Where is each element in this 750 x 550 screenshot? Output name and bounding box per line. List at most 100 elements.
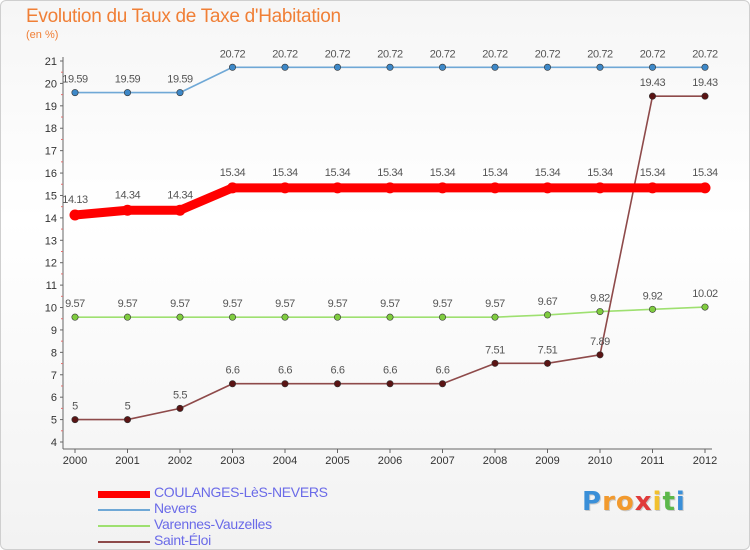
data-point [384,182,396,194]
data-point [596,308,604,316]
logo-letter: o [615,487,635,517]
y-tick-label: 15 [45,190,57,202]
data-point [437,182,448,194]
data-point [648,63,656,71]
legend-swatch [98,509,150,511]
data-point [333,63,341,71]
x-tick-label: 2012 [693,455,717,467]
data-label: 20.72 [640,48,666,60]
data-point [701,303,709,311]
data-label: 14.13 [62,194,88,206]
data-point [332,182,343,194]
data-point [491,359,499,367]
logo-letter: x [634,487,653,517]
logo-letter: r [602,487,616,517]
data-label: 14.34 [167,189,193,201]
x-tick-label: 2000 [63,455,87,467]
data-point [281,380,289,388]
y-tick-label: 19 [45,101,57,113]
y-tick-label: 12 [45,258,57,270]
x-tick-label: 2001 [115,455,139,467]
data-point [438,380,446,388]
data-point [648,305,656,313]
data-point [491,313,499,321]
data-label: 15.34 [692,167,718,179]
legend-label: Nevers [154,500,197,516]
data-point [124,313,132,321]
data-point [71,313,79,321]
data-point [648,92,656,100]
x-tick-label: 2007 [430,455,454,467]
y-tick-label: 11 [46,280,57,292]
data-label: 19.59 [115,74,141,86]
data-label: 15.34 [640,167,666,179]
y-tick-label: 6 [51,392,57,404]
data-label: 5 [72,401,78,413]
logo-letter: P [582,487,603,517]
y-tick-label: 7 [51,370,57,382]
data-label: 20.72 [482,48,508,60]
data-point [229,313,237,321]
data-label: 9.57 [118,298,138,310]
data-label: 19.59 [167,74,193,86]
data-label: 15.34 [587,167,613,179]
data-label: 9.57 [380,298,400,310]
data-label: 15.34 [377,167,403,179]
data-label: 19.43 [692,77,718,89]
data-label: 9.57 [433,298,453,310]
data-label: 9.92 [643,290,663,302]
data-label: 15.34 [325,167,351,179]
legend-label: Varennes-Vauzelles [154,516,272,532]
data-label: 9.57 [170,298,190,310]
data-label: 9.82 [590,293,610,305]
y-tick-label: 21 [45,56,57,68]
data-label: 15.34 [482,167,508,179]
data-label: 9.57 [328,298,348,310]
data-point [122,204,133,216]
y-tick-label: 17 [45,146,57,158]
data-point [124,416,132,424]
data-point [386,63,394,71]
data-label: 20.72 [220,48,246,60]
y-tick-label: 10 [45,303,57,315]
data-point [438,313,446,321]
data-point [491,63,499,71]
data-label: 6.6 [225,365,239,377]
data-point [701,63,709,71]
y-tick-label: 16 [45,168,57,180]
data-point [227,182,238,194]
y-tick-label: 4 [51,437,57,449]
data-point [176,404,184,412]
data-label: 7.89 [590,336,610,348]
data-point [176,89,184,97]
data-point [281,313,289,321]
data-label: 9.67 [538,296,558,308]
x-tick-label: 2005 [325,455,349,467]
data-label: 9.57 [65,298,85,310]
data-label: 20.72 [535,48,561,60]
data-point [543,63,551,71]
x-tick-label: 2009 [535,455,559,467]
data-point [229,380,237,388]
chart-subtitle: (en %) [26,29,59,41]
data-point [229,63,237,71]
data-point [333,313,341,321]
data-point [596,351,604,359]
data-label: 9.57 [485,298,505,310]
data-point [124,89,132,97]
legend-swatch [98,541,150,543]
data-point [699,182,711,194]
data-label: 7.51 [485,344,505,356]
data-label: 15.34 [220,167,246,179]
data-point [71,416,79,424]
y-tick-label: 5 [51,415,57,427]
data-point [386,380,394,388]
data-label: 5 [125,401,131,413]
data-label: 19.59 [62,74,88,86]
data-point [281,63,289,71]
data-label: 15.34 [430,167,456,179]
data-point [333,380,341,388]
y-tick-label: 18 [45,123,57,135]
data-label: 6.6 [330,365,344,377]
